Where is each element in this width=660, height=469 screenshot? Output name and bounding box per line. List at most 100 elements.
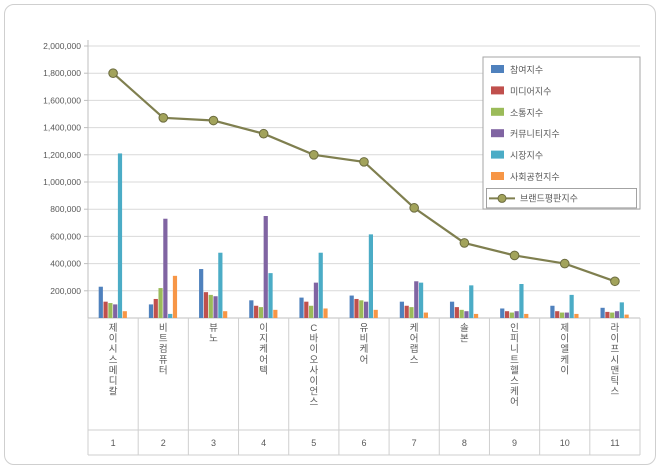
bar-시장지수	[168, 313, 173, 318]
bar-소통지수	[258, 307, 264, 318]
bar-사회공헌지수	[172, 275, 178, 318]
category-number: 2	[161, 438, 166, 448]
bar-미디어지수	[504, 311, 510, 318]
bar-참여지수	[399, 301, 404, 318]
legend-label: 참여지수	[510, 64, 543, 75]
bar-소통지수	[459, 309, 464, 318]
y-axis-label: 200,000	[50, 286, 81, 296]
bar-참여지수	[98, 286, 103, 318]
bar-시장지수	[469, 285, 474, 318]
bar-참여지수	[299, 297, 304, 318]
line-marker	[509, 250, 520, 261]
bar-커뮤니티지수	[163, 218, 168, 318]
bar-참여지수	[449, 301, 455, 318]
y-axis-label: 1,600,000	[43, 95, 81, 105]
category-number: 7	[412, 438, 417, 448]
bar-미디어지수	[454, 307, 459, 318]
line-marker	[559, 258, 570, 269]
bar-소통지수	[309, 305, 314, 318]
bar-참여지수	[550, 305, 555, 318]
y-axis-label: 1,200,000	[43, 150, 81, 160]
bar-커뮤니티지수	[263, 216, 268, 318]
legend-label: 커뮤니티지수	[510, 129, 560, 139]
bar-사회공헌지수	[423, 312, 428, 318]
bar-미디어지수	[103, 301, 108, 318]
legend-label: 사회공헌지수	[510, 172, 560, 182]
bar-미디어지수	[354, 298, 359, 318]
bar-커뮤니티지수	[614, 311, 620, 318]
y-axis-label: 600,000	[50, 231, 81, 241]
bar-사회공헌지수	[524, 313, 529, 318]
category-number: 1	[111, 438, 116, 448]
bar-시장지수	[619, 302, 624, 318]
line-marker	[309, 150, 319, 160]
y-axis-label: 2,000,000	[43, 41, 81, 51]
category-number: 6	[361, 438, 366, 448]
bar-사회공헌지수	[473, 313, 479, 318]
bar-시장지수	[569, 294, 574, 318]
bar-참여지수	[349, 295, 354, 318]
bar-시장지수	[117, 153, 123, 318]
legend-box	[482, 56, 641, 210]
bar-커뮤니티지수	[464, 311, 469, 318]
category-number: 5	[311, 438, 316, 448]
legend-swatch	[491, 129, 504, 138]
bar-참여지수	[148, 304, 154, 318]
bar-소통지수	[158, 288, 163, 318]
line-marker	[108, 68, 118, 78]
y-axis-label: 1,800,000	[43, 68, 81, 78]
bar-참여지수	[249, 300, 254, 318]
bar-소통지수	[208, 294, 213, 318]
bar-미디어지수	[153, 298, 158, 318]
y-axis-label: 800,000	[50, 204, 81, 214]
legend-label: 시장지수	[510, 151, 543, 161]
legend-label: 브랜드평판지수	[520, 193, 578, 203]
category-number: 3	[211, 438, 216, 448]
bar-미디어지수	[203, 292, 209, 318]
bar-소통지수	[108, 303, 113, 318]
legend-swatch	[491, 150, 504, 159]
legend-swatch	[491, 86, 504, 95]
bar-미디어지수	[254, 305, 259, 318]
bar-참여지수	[500, 308, 505, 318]
category-number: 4	[261, 438, 266, 448]
y-axis-label: 1,400,000	[43, 123, 81, 133]
bar-커뮤니티지수	[113, 304, 118, 318]
legend-swatch	[491, 65, 504, 73]
line-marker	[459, 238, 470, 248]
bar-시장지수	[519, 284, 524, 318]
bar-미디어지수	[555, 311, 560, 318]
bar-사회공헌지수	[323, 308, 328, 318]
line-marker	[409, 203, 419, 213]
bar-커뮤니티지수	[414, 281, 419, 318]
category-number: 11	[610, 438, 619, 448]
legend-swatch	[491, 172, 504, 180]
bar-시장지수	[218, 252, 223, 318]
bar-사회공헌지수	[624, 314, 629, 318]
bar-커뮤니티지수	[364, 301, 369, 318]
bar-소통지수	[409, 307, 414, 318]
bar-시장지수	[368, 234, 373, 318]
bar-커뮤니티지수	[213, 296, 218, 318]
line-marker	[359, 157, 369, 167]
bar-미디어지수	[605, 311, 610, 318]
bar-미디어지수	[404, 305, 409, 318]
bar-소통지수	[509, 312, 514, 318]
line-marker	[208, 115, 219, 126]
bar-사회공헌지수	[574, 313, 579, 318]
y-axis-label: 400,000	[50, 259, 81, 269]
bar-커뮤니티지수	[564, 312, 569, 318]
bar-사회공헌지수	[122, 311, 127, 318]
legend-selection-box	[486, 187, 637, 209]
bar-참여지수	[600, 307, 605, 318]
